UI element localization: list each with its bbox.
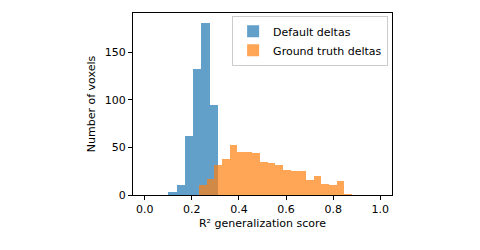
svg-text:Ground truth deltas: Ground truth deltas: [273, 45, 381, 58]
svg-text:0.2: 0.2: [183, 203, 201, 216]
svg-text:0.8: 0.8: [324, 203, 342, 216]
svg-text:0: 0: [119, 189, 126, 202]
svg-text:Default deltas: Default deltas: [273, 26, 351, 39]
svg-text:50: 50: [112, 141, 126, 154]
svg-text:0.4: 0.4: [230, 203, 248, 216]
svg-text:100: 100: [105, 94, 126, 107]
svg-text:R² generalization score: R² generalization score: [199, 217, 326, 230]
svg-text:0.6: 0.6: [277, 203, 295, 216]
svg-text:Number of voxels: Number of voxels: [85, 56, 98, 153]
svg-text:150: 150: [105, 46, 126, 59]
svg-text:1.0: 1.0: [371, 203, 389, 216]
svg-text:0.0: 0.0: [136, 203, 154, 216]
